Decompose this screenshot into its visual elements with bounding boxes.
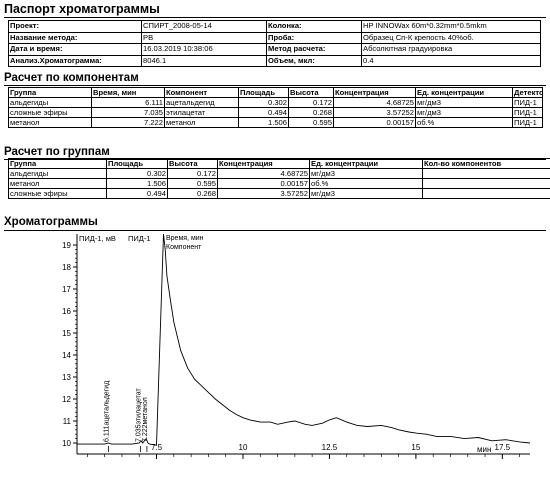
x-tick-label: 17.5	[495, 443, 511, 452]
y-tick-label: 12	[62, 395, 71, 404]
y-tick-label: 15	[62, 329, 71, 338]
passport-value: Абсолютная градуировка	[361, 43, 541, 56]
x-tick-label: 7.5	[151, 443, 163, 452]
y-tick-label: 11	[63, 417, 72, 426]
passport-title: Паспорт хроматограммы	[4, 2, 160, 16]
x-tick-label: 12.5	[322, 443, 338, 452]
table-row: сложные эфиры 7.035 этилацетат 0.494 0.268 3.…	[8, 107, 543, 118]
legend-time-label: Время, мин	[166, 235, 204, 242]
chart-axes: 10 11 12 13 14 15 16 17 18 19 7.5 10 12.5 15 17.5	[62, 234, 530, 459]
passport-table: Проект: СПИРТ_2008-05-14 Колонка: HP INNOWa…	[8, 20, 541, 67]
y-tick-label: 14	[62, 351, 71, 360]
y-tick-label: 18	[62, 263, 71, 272]
components-divider	[4, 85, 546, 86]
legend-component-label: Компонент	[166, 244, 202, 251]
groups-title: Расчет по группам	[4, 146, 110, 158]
x-tick-label: 15	[411, 443, 420, 452]
chromatogram-title: Хроматограммы	[4, 216, 98, 228]
passport-value: 0.4	[361, 54, 541, 67]
passport-label: Метод расчета:	[266, 43, 362, 56]
y-tick-label: 10	[62, 439, 71, 448]
chart-marks	[77, 233, 531, 452]
y-tick-label: 13	[62, 373, 71, 382]
table-row: метанол 7.222 метанол 1.506 0.595 0.00157 об.%…	[8, 117, 543, 128]
passport-label: Название метода:	[8, 31, 142, 44]
chromatogram-trace	[77, 233, 531, 446]
table-cell: ПИД-1	[512, 117, 543, 128]
y-tick-label: 19	[62, 241, 71, 250]
passport-row: Анализ.Хроматограмма: 8046.1 Объем, мкл: 0.…	[8, 54, 541, 67]
x-unit-label: мин	[477, 445, 491, 454]
components-table: Группа Время, мин Компонент Площадь Высота Ко…	[8, 87, 543, 128]
peak-label: 7.222метанол	[142, 397, 149, 442]
passport-value: PB	[141, 31, 267, 44]
y-tick-label: 16	[62, 307, 71, 316]
passport-value: Образец Сп-К крепость 40%об.	[361, 31, 541, 44]
peak-label: 6.111ацетальдегид	[104, 381, 111, 442]
chart-labels: 6.111ацетальдегид 7.035этилацетат 7.222мет…	[79, 234, 491, 454]
peak-label: 7.035этилацетат	[135, 388, 142, 442]
passport-divider	[4, 17, 546, 18]
passport-row: Название метода: PB Проба: Образец Сп-К кре…	[8, 31, 541, 44]
passport-label: Анализ.Хроматограмма:	[8, 54, 142, 67]
x-tick-label: 10	[239, 443, 248, 452]
passport-label: Проба:	[266, 31, 362, 44]
chromatogram-divider	[4, 230, 546, 231]
y-tick-label: 17	[62, 285, 71, 294]
passport-row: Дата и время: 16.03.2019 10:38:06 Метод ра…	[8, 43, 541, 56]
table-cell: 1	[422, 188, 550, 199]
detector-label: ПИД-1	[128, 234, 151, 243]
groups-table: Группа Площадь Высота Концентрация Ед. конце…	[8, 158, 550, 199]
components-title: Расчет по компонентам	[4, 72, 139, 84]
y-axis-label: ПИД-1, мВ	[79, 234, 116, 243]
